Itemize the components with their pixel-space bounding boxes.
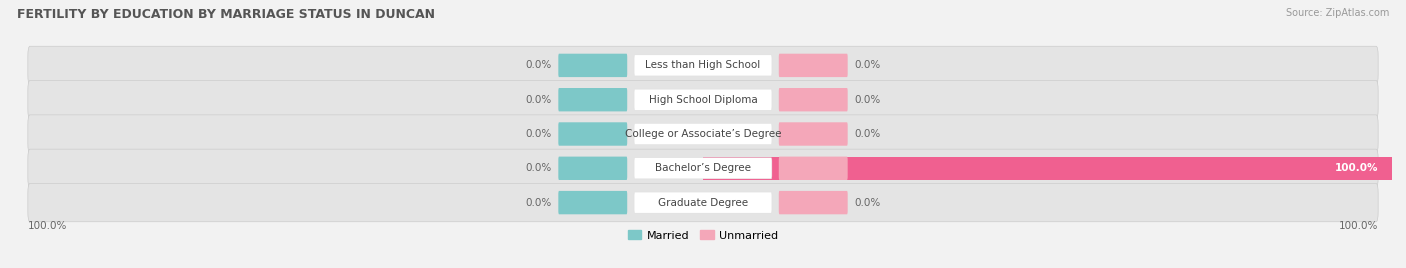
Text: 0.0%: 0.0% <box>526 198 551 208</box>
Text: FERTILITY BY EDUCATION BY MARRIAGE STATUS IN DUNCAN: FERTILITY BY EDUCATION BY MARRIAGE STATU… <box>17 8 434 21</box>
Text: 0.0%: 0.0% <box>526 95 551 105</box>
FancyBboxPatch shape <box>634 158 772 179</box>
Text: 0.0%: 0.0% <box>526 60 551 70</box>
FancyBboxPatch shape <box>28 184 1378 222</box>
FancyBboxPatch shape <box>634 55 772 76</box>
FancyBboxPatch shape <box>634 89 772 110</box>
Text: 0.0%: 0.0% <box>855 95 880 105</box>
FancyBboxPatch shape <box>779 88 848 111</box>
FancyBboxPatch shape <box>558 191 627 214</box>
Text: 0.0%: 0.0% <box>855 129 880 139</box>
Legend: Married, Unmarried: Married, Unmarried <box>623 226 783 245</box>
FancyBboxPatch shape <box>28 149 1378 187</box>
FancyBboxPatch shape <box>28 81 1378 119</box>
FancyBboxPatch shape <box>558 157 627 180</box>
FancyBboxPatch shape <box>779 157 848 180</box>
FancyBboxPatch shape <box>558 122 627 146</box>
Text: Graduate Degree: Graduate Degree <box>658 198 748 208</box>
Text: High School Diploma: High School Diploma <box>648 95 758 105</box>
Text: Less than High School: Less than High School <box>645 60 761 70</box>
FancyBboxPatch shape <box>634 192 772 213</box>
Text: 0.0%: 0.0% <box>526 163 551 173</box>
FancyBboxPatch shape <box>28 46 1378 84</box>
Text: 0.0%: 0.0% <box>855 198 880 208</box>
FancyBboxPatch shape <box>28 115 1378 153</box>
Text: Source: ZipAtlas.com: Source: ZipAtlas.com <box>1285 8 1389 18</box>
FancyBboxPatch shape <box>558 54 627 77</box>
FancyBboxPatch shape <box>779 54 848 77</box>
FancyBboxPatch shape <box>558 88 627 111</box>
Text: 100.0%: 100.0% <box>1339 221 1378 232</box>
Text: 100.0%: 100.0% <box>28 221 67 232</box>
FancyBboxPatch shape <box>703 157 1392 180</box>
Text: 0.0%: 0.0% <box>526 129 551 139</box>
Text: Bachelor’s Degree: Bachelor’s Degree <box>655 163 751 173</box>
Text: College or Associate’s Degree: College or Associate’s Degree <box>624 129 782 139</box>
Text: 0.0%: 0.0% <box>855 60 880 70</box>
Text: 100.0%: 100.0% <box>1334 163 1378 173</box>
FancyBboxPatch shape <box>779 191 848 214</box>
FancyBboxPatch shape <box>634 124 772 144</box>
FancyBboxPatch shape <box>779 122 848 146</box>
